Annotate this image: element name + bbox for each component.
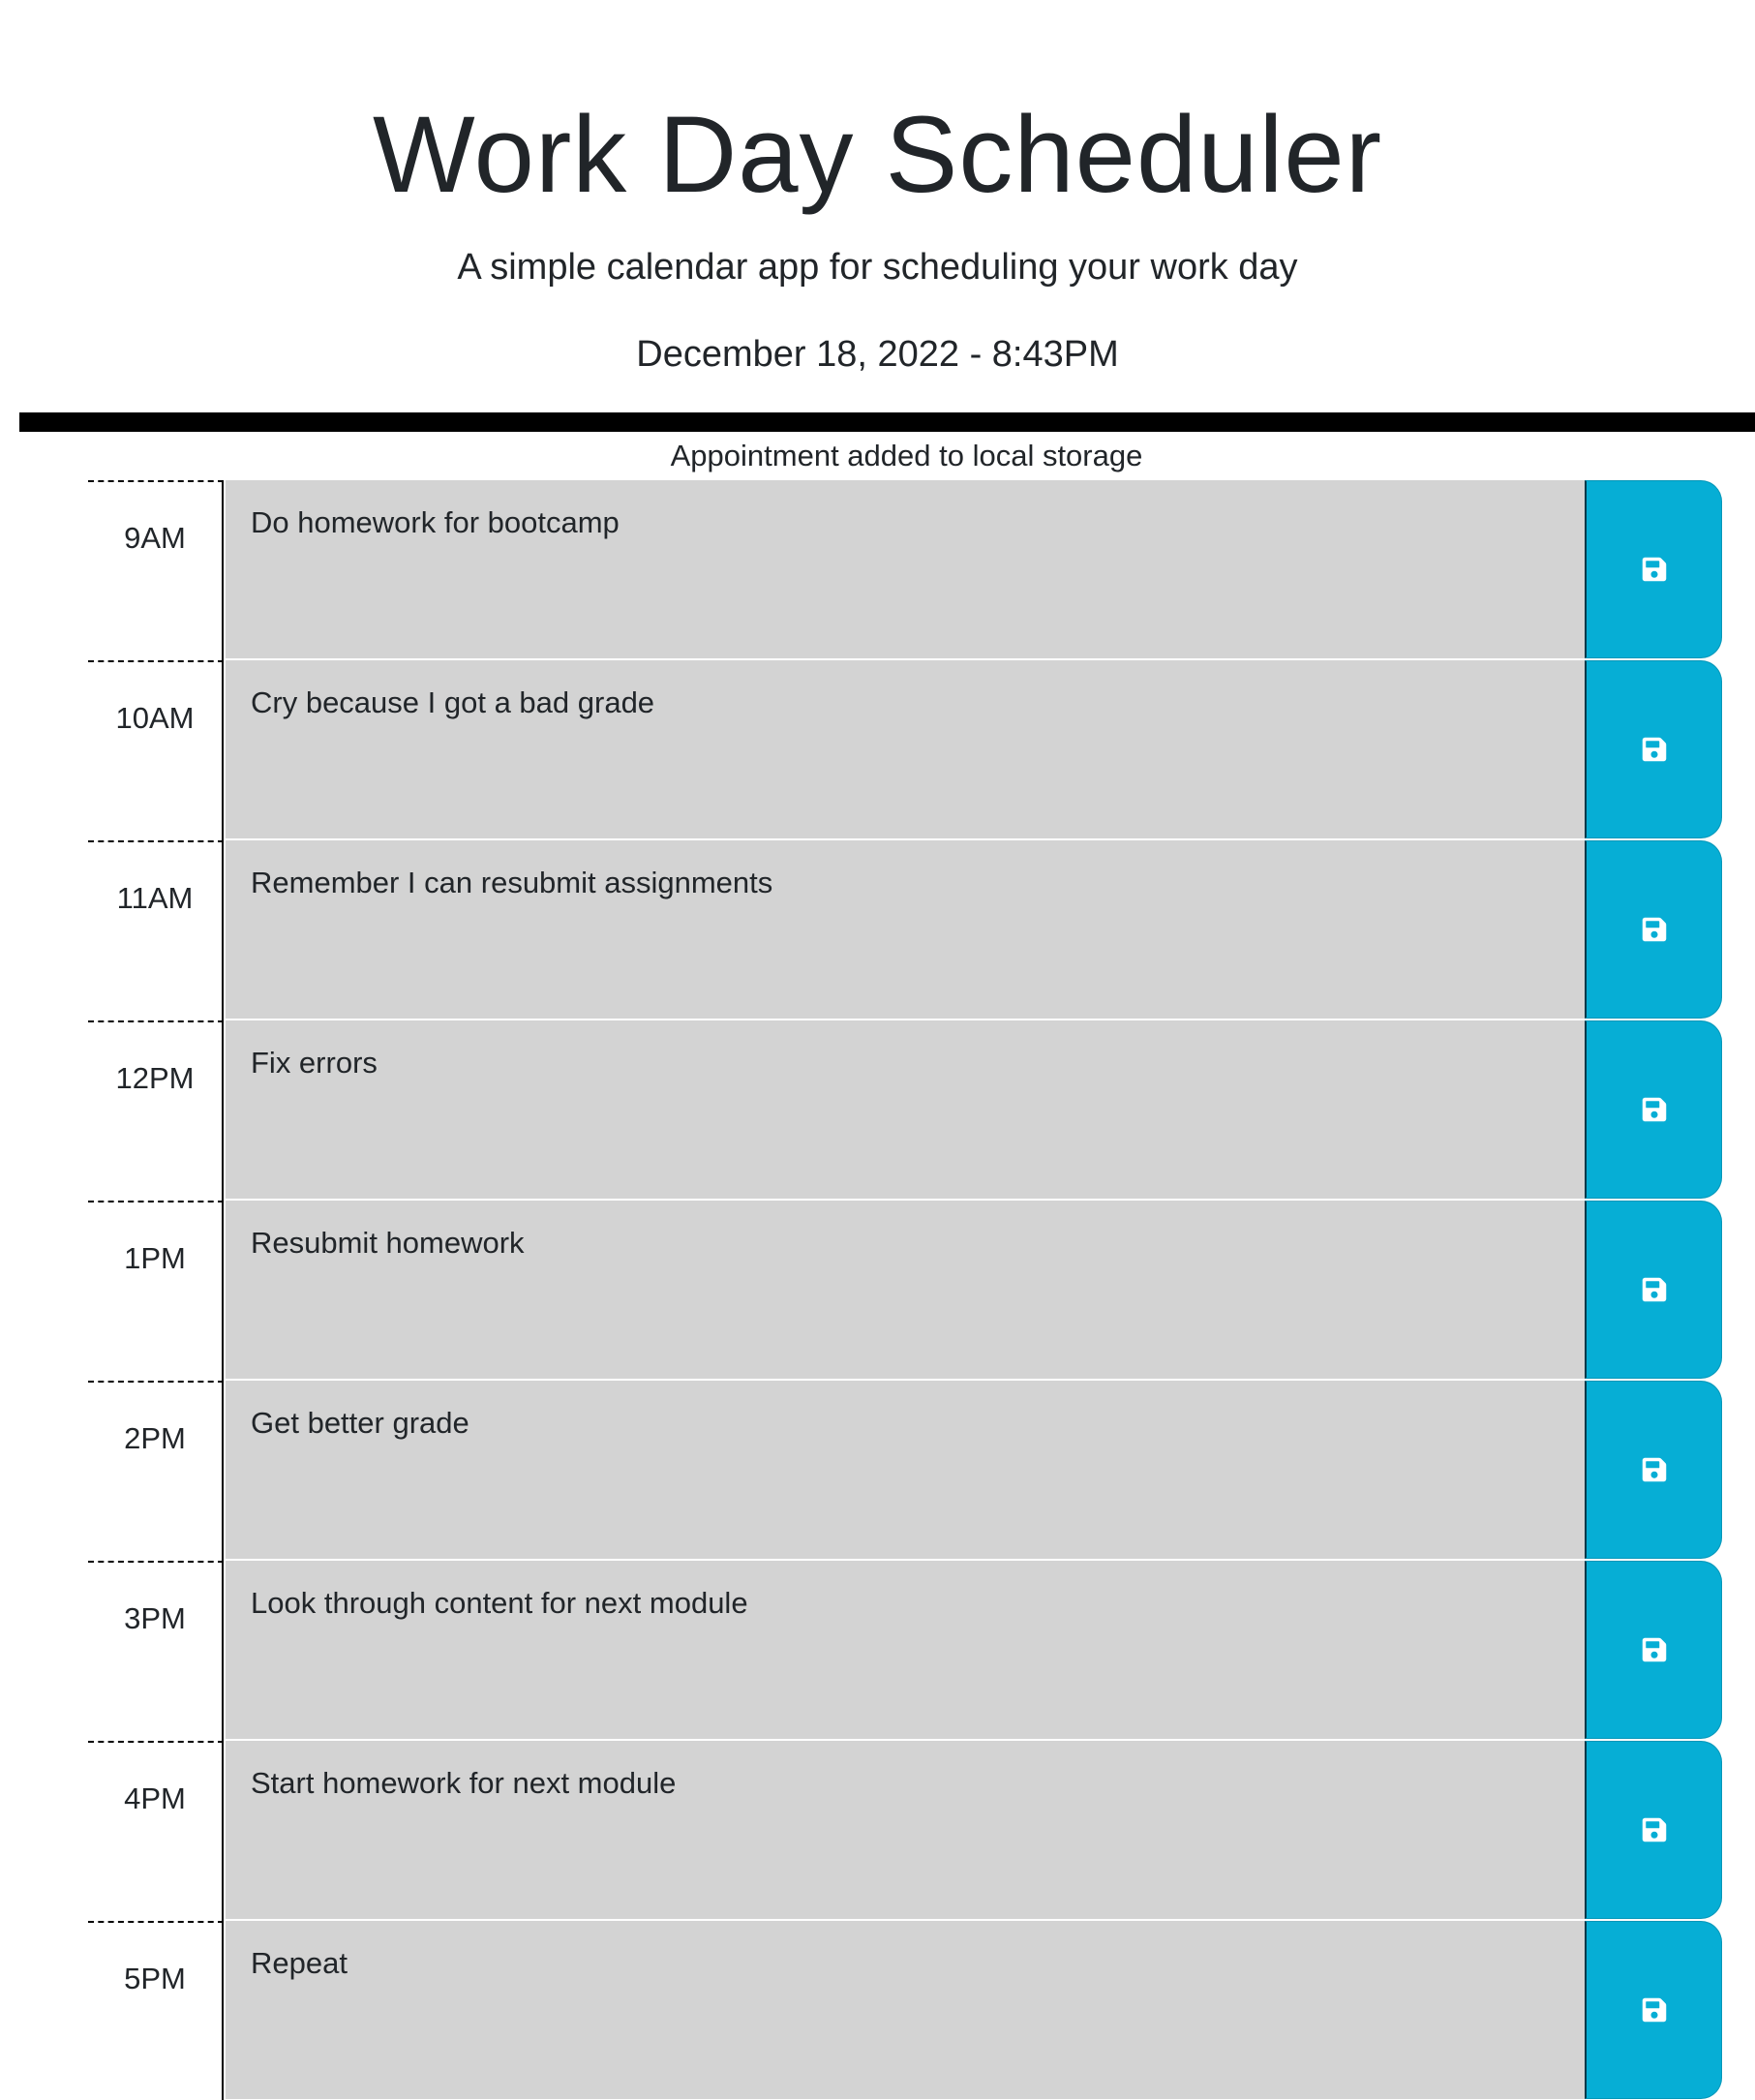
time-block: 3PM Look through content for next module bbox=[88, 1561, 1722, 1741]
description-textarea[interactable]: Cry because I got a bad grade bbox=[226, 660, 1585, 840]
floppy-disk-icon bbox=[1641, 556, 1668, 583]
hour-label: 2PM bbox=[88, 1381, 224, 1561]
time-block: 5PM Repeat bbox=[88, 1921, 1722, 2100]
floppy-disk-icon bbox=[1641, 1096, 1668, 1123]
time-block: 1PM Resubmit homework bbox=[88, 1201, 1722, 1381]
floppy-disk-icon bbox=[1641, 1636, 1668, 1663]
hour-label: 10AM bbox=[88, 660, 224, 840]
time-block: 9AM Do homework for bootcamp bbox=[88, 480, 1722, 660]
save-button[interactable] bbox=[1585, 1561, 1722, 1739]
storage-notice: Appointment added to local storage bbox=[670, 439, 1143, 472]
time-block: 12PM Fix errors bbox=[88, 1020, 1722, 1201]
hour-label: 3PM bbox=[88, 1561, 224, 1741]
description-textarea[interactable]: Do homework for bootcamp bbox=[226, 480, 1585, 660]
header-divider bbox=[19, 412, 1755, 432]
description-textarea[interactable]: Fix errors bbox=[226, 1020, 1585, 1201]
page-title: Work Day Scheduler bbox=[372, 94, 1382, 215]
description-textarea[interactable]: Repeat bbox=[226, 1921, 1585, 2100]
hour-label: 12PM bbox=[88, 1020, 224, 1201]
time-block: 10AM Cry because I got a bad grade bbox=[88, 660, 1722, 840]
description-text: Cry because I got a bad grade bbox=[251, 685, 655, 719]
save-button[interactable] bbox=[1585, 1020, 1722, 1199]
save-button[interactable] bbox=[1585, 840, 1722, 1019]
save-button[interactable] bbox=[1585, 480, 1722, 658]
hour-label: 4PM bbox=[88, 1741, 224, 1921]
time-block: 4PM Start homework for next module bbox=[88, 1741, 1722, 1921]
description-textarea[interactable]: Remember I can resubmit assignments bbox=[226, 840, 1585, 1020]
floppy-disk-icon bbox=[1641, 916, 1668, 943]
save-button[interactable] bbox=[1585, 660, 1722, 838]
description-text: Repeat bbox=[251, 1946, 348, 1980]
save-button[interactable] bbox=[1585, 1381, 1722, 1559]
floppy-disk-icon bbox=[1641, 1996, 1668, 2024]
save-button[interactable] bbox=[1585, 1741, 1722, 1919]
description-textarea[interactable]: Look through content for next module bbox=[226, 1561, 1585, 1741]
save-button[interactable] bbox=[1585, 1921, 1722, 2099]
hour-label: 9AM bbox=[88, 480, 224, 660]
time-block: 2PM Get better grade bbox=[88, 1381, 1722, 1561]
hour-label: 11AM bbox=[88, 840, 224, 1020]
description-textarea[interactable]: Get better grade bbox=[226, 1381, 1585, 1561]
floppy-disk-icon bbox=[1641, 1456, 1668, 1483]
description-text: Get better grade bbox=[251, 1406, 469, 1440]
description-textarea[interactable]: Resubmit homework bbox=[226, 1201, 1585, 1381]
hour-label: 1PM bbox=[88, 1201, 224, 1381]
header: Work Day Scheduler A simple calendar app… bbox=[0, 0, 1755, 377]
floppy-disk-icon bbox=[1641, 736, 1668, 763]
page-subtitle: A simple calendar app for scheduling you… bbox=[457, 247, 1298, 288]
description-text: Fix errors bbox=[251, 1046, 378, 1080]
description-text: Start homework for next module bbox=[251, 1766, 677, 1800]
description-text: Look through content for next module bbox=[251, 1586, 748, 1620]
time-block: 11AM Remember I can resubmit assignments bbox=[88, 840, 1722, 1020]
time-block-list: 9AM Do homework for bootcamp 10AM Cry be… bbox=[88, 480, 1722, 2100]
floppy-disk-icon bbox=[1641, 1276, 1668, 1303]
description-textarea[interactable]: Start homework for next module bbox=[226, 1741, 1585, 1921]
description-text: Remember I can resubmit assignments bbox=[251, 866, 773, 899]
hour-label: 5PM bbox=[88, 1921, 224, 2100]
description-text: Do homework for bootcamp bbox=[251, 505, 620, 539]
current-date-time: December 18, 2022 - 8:43PM bbox=[636, 334, 1119, 375]
floppy-disk-icon bbox=[1641, 1816, 1668, 1843]
description-text: Resubmit homework bbox=[251, 1226, 525, 1260]
save-button[interactable] bbox=[1585, 1201, 1722, 1379]
